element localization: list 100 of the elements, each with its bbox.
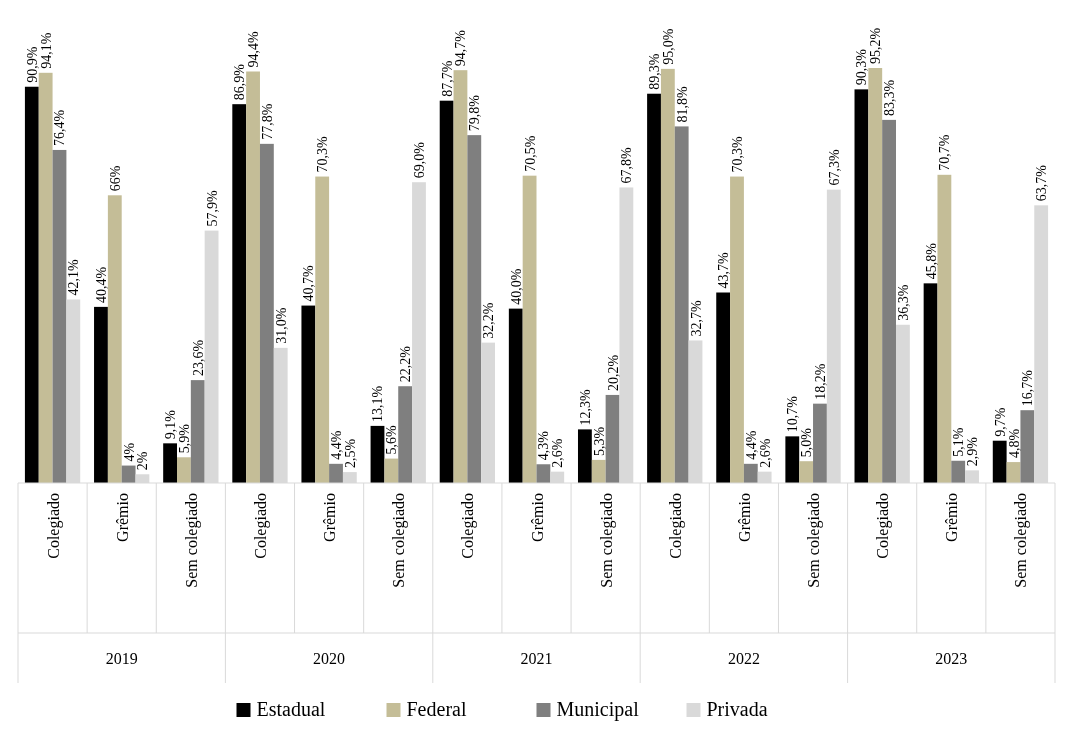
bar	[716, 292, 731, 483]
bar	[190, 380, 205, 483]
data-label: 95,0%	[660, 28, 676, 65]
data-label: 2,6%	[757, 438, 773, 468]
data-label: 32,7%	[688, 299, 704, 337]
bar	[163, 443, 178, 483]
data-label: 45,8%	[923, 242, 939, 280]
data-label: 94,4%	[246, 30, 262, 68]
x-tick-label: Colegiado	[666, 493, 685, 559]
text: 2020	[313, 650, 346, 667]
data-label: 94,7%	[453, 29, 469, 67]
data-label: 13,1%	[370, 385, 386, 422]
data-label: 40,0%	[508, 268, 524, 305]
data-label: 5,6%	[384, 425, 400, 455]
bar	[329, 463, 343, 483]
bar	[591, 459, 606, 483]
data-label: 18,2%	[812, 363, 828, 400]
data-label: 57,9%	[204, 190, 220, 227]
bar	[467, 135, 482, 483]
data-label: 23,6%	[190, 339, 206, 377]
bar	[813, 403, 827, 483]
bar	[398, 386, 413, 483]
data-label: 2%	[135, 451, 151, 471]
bar	[370, 425, 385, 483]
bar	[508, 308, 523, 483]
x-tick-label: Sem colegiado	[597, 493, 616, 588]
bar	[384, 458, 399, 483]
data-label: 4%	[121, 442, 137, 462]
x-tick-label: Colegiado	[251, 493, 270, 559]
bar	[94, 306, 108, 483]
bar	[439, 100, 454, 483]
text: 2019	[105, 650, 138, 667]
bar	[799, 461, 814, 483]
data-label: 42,1%	[66, 258, 82, 296]
bar	[315, 176, 330, 483]
bar	[107, 195, 122, 483]
bar	[605, 394, 620, 483]
bar	[647, 93, 661, 483]
bar	[453, 70, 468, 483]
data-label: 36,3%	[895, 284, 911, 321]
bar	[743, 463, 758, 483]
legend-label: Estadual	[256, 698, 326, 720]
bar	[785, 436, 800, 483]
bar	[937, 174, 952, 483]
data-label: 5,0%	[799, 427, 815, 458]
data-label: 76,4%	[52, 109, 68, 146]
x-tick-label: Grêmio	[528, 493, 546, 542]
bar	[674, 126, 689, 483]
text: 2022	[727, 650, 760, 667]
data-label: 22,2%	[398, 345, 414, 383]
bar	[992, 440, 1007, 483]
bar	[121, 465, 136, 483]
data-label: 90,3%	[854, 48, 870, 86]
bar	[177, 457, 191, 483]
bar	[577, 429, 592, 483]
x-tick-label: Sem colegiado	[1012, 493, 1031, 588]
data-label: 79,8%	[467, 94, 483, 132]
data-label: 5,1%	[951, 427, 967, 457]
data-label: 70,3%	[729, 136, 745, 173]
data-label: 70,3%	[315, 136, 331, 173]
text: 2023	[935, 650, 968, 667]
data-label: 81,8%	[674, 85, 690, 123]
data-label: 43,7%	[716, 252, 732, 289]
data-label: 63,7%	[1034, 164, 1050, 202]
bar	[522, 175, 537, 483]
data-label: 40,4%	[93, 266, 109, 303]
bar	[730, 176, 744, 483]
data-label: 66%	[107, 165, 123, 192]
bar	[536, 464, 551, 483]
bar	[259, 143, 274, 483]
data-label: 9,1%	[163, 409, 179, 440]
x-tick-label: Colegiado	[874, 493, 893, 559]
data-label: 32,2%	[481, 302, 497, 339]
x-tick-label: Sem colegiado	[390, 493, 409, 588]
data-label: 10,7%	[785, 395, 801, 433]
bar	[951, 460, 966, 483]
bar	[882, 119, 896, 483]
bar	[301, 305, 316, 483]
x-tick-label: Colegiado	[459, 493, 478, 559]
data-label: 4,4%	[743, 430, 759, 460]
data-label: 69,0%	[411, 141, 427, 179]
data-label: 67,8%	[619, 146, 635, 184]
data-label: 12,3%	[577, 388, 593, 426]
data-label: 31,0%	[273, 307, 289, 344]
bar	[52, 149, 67, 483]
bar	[923, 283, 938, 483]
data-label: 67,3%	[826, 149, 842, 186]
bar	[38, 72, 53, 483]
data-label: 5,9%	[176, 423, 192, 454]
text: 2021	[520, 650, 553, 667]
x-tick-label: Grêmio	[113, 493, 131, 542]
bar	[246, 71, 260, 483]
x-tick-label: Sem colegiado	[805, 493, 824, 588]
data-label: 2,6%	[550, 438, 566, 468]
data-label: 70,7%	[937, 134, 953, 171]
data-label: 2,5%	[342, 438, 358, 469]
bar	[232, 104, 247, 483]
data-label: 83,3%	[882, 79, 898, 116]
data-label: 5,3%	[591, 426, 607, 456]
data-label: 4,3%	[536, 430, 552, 461]
